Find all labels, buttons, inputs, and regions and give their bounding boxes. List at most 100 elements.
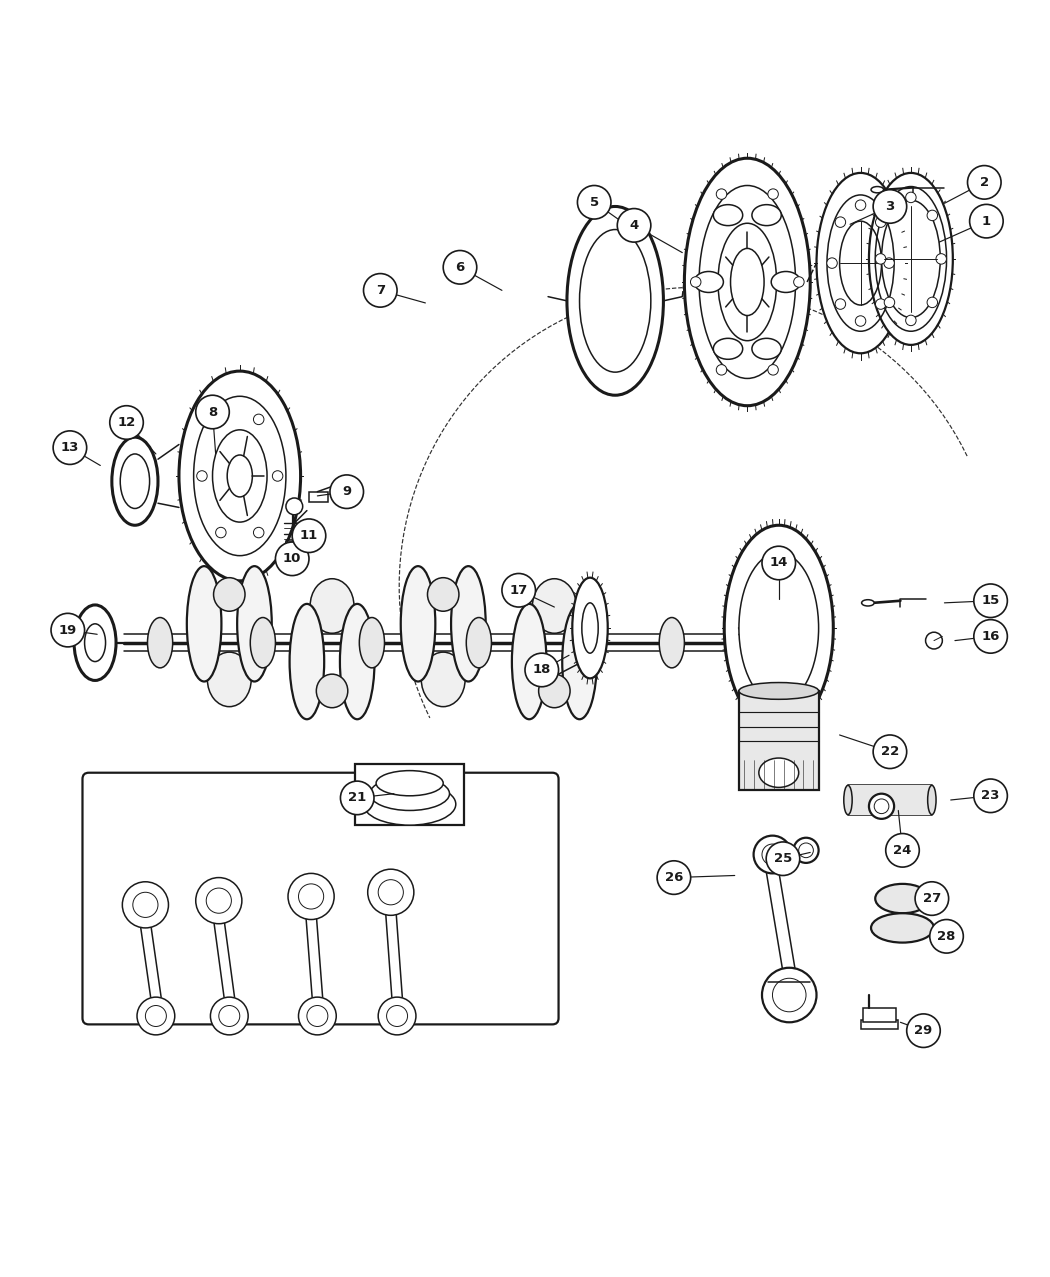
Ellipse shape xyxy=(927,785,936,815)
Circle shape xyxy=(210,997,248,1034)
Ellipse shape xyxy=(237,566,272,682)
Text: 18: 18 xyxy=(532,664,551,677)
Circle shape xyxy=(936,254,946,264)
Circle shape xyxy=(110,406,143,439)
Ellipse shape xyxy=(659,618,685,668)
Text: 4: 4 xyxy=(629,218,638,232)
Circle shape xyxy=(884,258,895,268)
Ellipse shape xyxy=(713,204,742,226)
Circle shape xyxy=(925,632,942,649)
Ellipse shape xyxy=(582,603,598,653)
Circle shape xyxy=(136,997,174,1034)
Circle shape xyxy=(927,211,938,221)
Circle shape xyxy=(617,208,651,243)
Ellipse shape xyxy=(724,525,834,730)
Ellipse shape xyxy=(316,674,348,707)
Bar xyxy=(286,541,300,549)
Text: 24: 24 xyxy=(894,844,911,857)
Ellipse shape xyxy=(817,172,905,354)
Circle shape xyxy=(145,1005,166,1027)
Circle shape xyxy=(973,619,1007,653)
Bar xyxy=(863,1008,897,1023)
Circle shape xyxy=(835,299,845,309)
Circle shape xyxy=(874,190,907,223)
Ellipse shape xyxy=(876,884,929,913)
Ellipse shape xyxy=(771,272,800,292)
Circle shape xyxy=(368,870,414,916)
Text: 28: 28 xyxy=(938,930,956,942)
Text: 21: 21 xyxy=(349,792,366,805)
Circle shape xyxy=(218,1005,239,1027)
Ellipse shape xyxy=(121,453,149,508)
Text: 7: 7 xyxy=(376,283,385,296)
Ellipse shape xyxy=(739,682,819,700)
Circle shape xyxy=(826,258,837,268)
Circle shape xyxy=(927,298,938,308)
Circle shape xyxy=(330,475,363,508)
Circle shape xyxy=(123,882,168,928)
Circle shape xyxy=(716,365,727,375)
Ellipse shape xyxy=(85,624,106,661)
Circle shape xyxy=(253,414,264,425)
Ellipse shape xyxy=(227,455,252,497)
Text: 9: 9 xyxy=(342,485,352,498)
Circle shape xyxy=(969,204,1003,238)
Circle shape xyxy=(195,877,242,923)
Circle shape xyxy=(378,997,416,1034)
Ellipse shape xyxy=(452,566,486,682)
Ellipse shape xyxy=(685,158,811,406)
Ellipse shape xyxy=(567,207,664,395)
Circle shape xyxy=(884,211,895,221)
Circle shape xyxy=(875,799,889,813)
Circle shape xyxy=(762,968,817,1023)
Circle shape xyxy=(929,919,963,953)
Ellipse shape xyxy=(212,430,267,522)
Circle shape xyxy=(215,527,226,538)
Circle shape xyxy=(54,430,87,465)
Circle shape xyxy=(794,277,804,287)
Ellipse shape xyxy=(580,230,651,372)
Ellipse shape xyxy=(575,618,601,668)
Text: 6: 6 xyxy=(456,261,464,273)
Ellipse shape xyxy=(572,577,608,678)
Ellipse shape xyxy=(759,759,799,788)
Text: 1: 1 xyxy=(982,215,991,227)
Circle shape xyxy=(876,299,886,309)
Text: 2: 2 xyxy=(980,176,989,189)
Text: 5: 5 xyxy=(590,195,598,208)
Ellipse shape xyxy=(359,618,384,668)
Ellipse shape xyxy=(532,578,576,633)
Text: 23: 23 xyxy=(982,789,1000,802)
Text: 8: 8 xyxy=(208,406,217,419)
Circle shape xyxy=(215,414,226,425)
Circle shape xyxy=(298,997,336,1034)
Ellipse shape xyxy=(213,577,245,612)
Text: 15: 15 xyxy=(982,594,1000,608)
Circle shape xyxy=(206,888,231,913)
Bar xyxy=(309,492,328,502)
Text: 14: 14 xyxy=(770,557,788,570)
Circle shape xyxy=(876,217,886,227)
Text: 17: 17 xyxy=(509,584,528,596)
Ellipse shape xyxy=(739,553,819,704)
Ellipse shape xyxy=(370,776,449,811)
Ellipse shape xyxy=(340,604,375,719)
Ellipse shape xyxy=(752,204,781,226)
Ellipse shape xyxy=(844,785,853,815)
Circle shape xyxy=(856,200,866,211)
Circle shape xyxy=(916,882,948,916)
Text: 19: 19 xyxy=(59,623,77,637)
Circle shape xyxy=(884,298,895,308)
Circle shape xyxy=(307,1005,328,1027)
Ellipse shape xyxy=(872,186,884,193)
Ellipse shape xyxy=(187,566,222,682)
Ellipse shape xyxy=(376,770,443,796)
Circle shape xyxy=(386,1005,407,1027)
Circle shape xyxy=(288,873,334,919)
Ellipse shape xyxy=(869,172,952,345)
Circle shape xyxy=(906,192,917,203)
Text: 27: 27 xyxy=(923,893,941,905)
Bar xyxy=(739,691,819,789)
Ellipse shape xyxy=(363,783,456,825)
Text: 13: 13 xyxy=(61,441,79,455)
